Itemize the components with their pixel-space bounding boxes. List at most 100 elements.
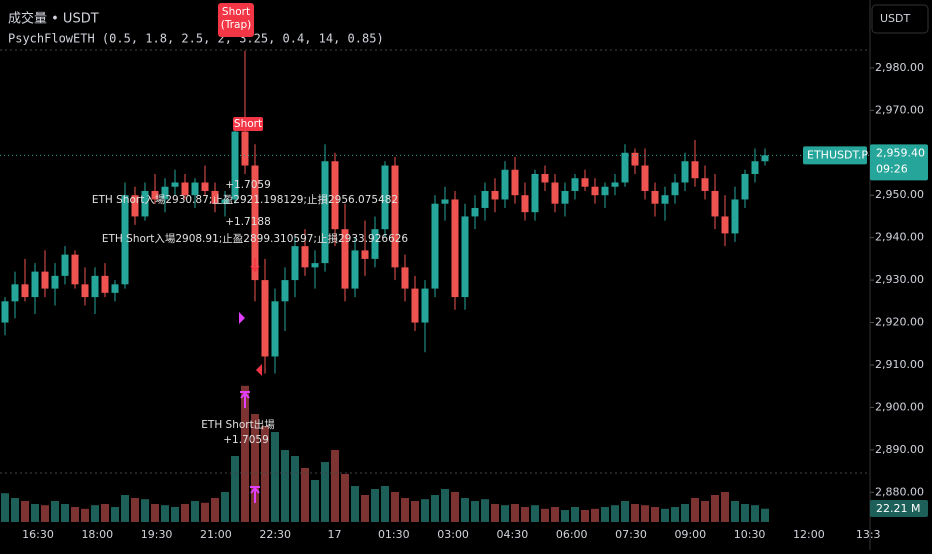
volume-bar: [341, 474, 349, 522]
candle-body: [221, 199, 229, 204]
volume-bar: [111, 507, 119, 522]
volume-bar: [381, 486, 389, 522]
x-tick-label: 01:30: [378, 528, 410, 541]
candle-body: [141, 190, 149, 217]
candle-body: [331, 161, 339, 230]
volume-bar: [511, 504, 519, 522]
volume-bar: [281, 450, 289, 522]
candle-body: [641, 165, 649, 191]
x-tick-label: 16:30: [22, 528, 54, 541]
candle-body: [11, 284, 19, 302]
candle-body: [501, 169, 509, 200]
candle-body: [1, 301, 9, 323]
currency-button[interactable]: [871, 4, 929, 34]
volume-bar: [411, 501, 419, 522]
volume-bar: [351, 486, 359, 522]
candle-body: [561, 190, 569, 204]
volume-bar: [121, 495, 129, 522]
volume-bar: [151, 504, 159, 522]
candle-body: [81, 284, 89, 298]
volume-bar: [611, 505, 619, 522]
candle-body: [381, 165, 389, 230]
volume-bar: [551, 507, 559, 522]
volume-tag-label: 22.21 M: [876, 502, 920, 515]
volume-bar: [471, 501, 479, 522]
candle-body: [671, 182, 679, 196]
candle-body: [481, 190, 489, 208]
volume-bar: [731, 501, 739, 522]
candle-body: [441, 199, 449, 204]
candle-body: [751, 161, 759, 174]
symbol-tag: [803, 146, 867, 165]
volume-bar: [21, 501, 29, 522]
volume-bar: [81, 508, 89, 522]
volume-bar: [591, 508, 599, 522]
volume-bar: [301, 468, 309, 522]
candle-body: [601, 186, 609, 196]
candle-body: [251, 165, 259, 281]
volume-bar: [711, 495, 719, 522]
candle-body: [101, 275, 109, 293]
candle-body: [591, 186, 599, 196]
candle-body: [421, 288, 429, 323]
volume-bar: [221, 492, 229, 522]
candle-body: [511, 169, 519, 196]
candle-body: [271, 301, 279, 357]
candle-body: [191, 182, 199, 196]
volume-bar: [631, 504, 639, 522]
volume-bar: [601, 507, 609, 522]
countdown-label: 09:26: [876, 162, 908, 175]
candle-body: [301, 246, 309, 268]
volume-bar: [271, 432, 279, 522]
candle-body: [321, 161, 329, 264]
volume-bar: [691, 498, 699, 522]
y-tick-label: 2,950.00: [875, 188, 924, 201]
candle-body: [241, 131, 249, 166]
volume-bar: [421, 499, 429, 522]
volume-bar: [371, 489, 379, 522]
candle-body: [51, 275, 59, 289]
volume-bar: [41, 505, 49, 522]
candle-body: [491, 190, 499, 200]
volume-bar: [461, 498, 469, 522]
exit-marker: [240, 391, 250, 408]
candle-body: [431, 203, 439, 289]
y-tick-label: 2,940.00: [875, 231, 924, 244]
candle-body: [261, 280, 269, 357]
candle-body: [311, 263, 319, 268]
x-tick-label: 09:00: [674, 528, 706, 541]
volume-bar: [91, 505, 99, 522]
volume-bar: [391, 492, 399, 522]
candle-body: [161, 186, 169, 200]
candle-body: [651, 190, 659, 204]
volume-bar: [481, 499, 489, 522]
volume-bar: [71, 507, 79, 522]
candle-body: [631, 152, 639, 166]
x-tick-label: 22:30: [259, 528, 291, 541]
x-tick-label: 19:30: [141, 528, 173, 541]
candle-body: [281, 280, 289, 302]
signal-arrow: [250, 258, 260, 273]
signal-badge: [233, 117, 263, 131]
annotation: ETH Short出場: [201, 418, 275, 431]
y-tick-label: 2,890.00: [875, 443, 924, 456]
candle-body: [61, 254, 69, 276]
candle-body: [351, 250, 359, 289]
x-tick-label: 04:30: [497, 528, 529, 541]
candle-body: [151, 190, 159, 200]
volume-bar: [751, 505, 759, 522]
candle-body: [731, 199, 739, 234]
candle-body: [371, 229, 379, 259]
volume-bar: [291, 456, 299, 522]
volume-bar: [201, 502, 209, 522]
candle-body: [41, 271, 49, 289]
volume-bar: [561, 510, 569, 522]
volume-bar: [721, 492, 729, 522]
candle-body: [571, 178, 579, 191]
candle-body: [111, 284, 119, 293]
volume-bar: [231, 456, 239, 522]
volume-bar: [431, 495, 439, 522]
candle-body: [761, 155, 769, 162]
price-label: 2,959.40: [876, 146, 925, 159]
candle-body: [91, 275, 99, 298]
